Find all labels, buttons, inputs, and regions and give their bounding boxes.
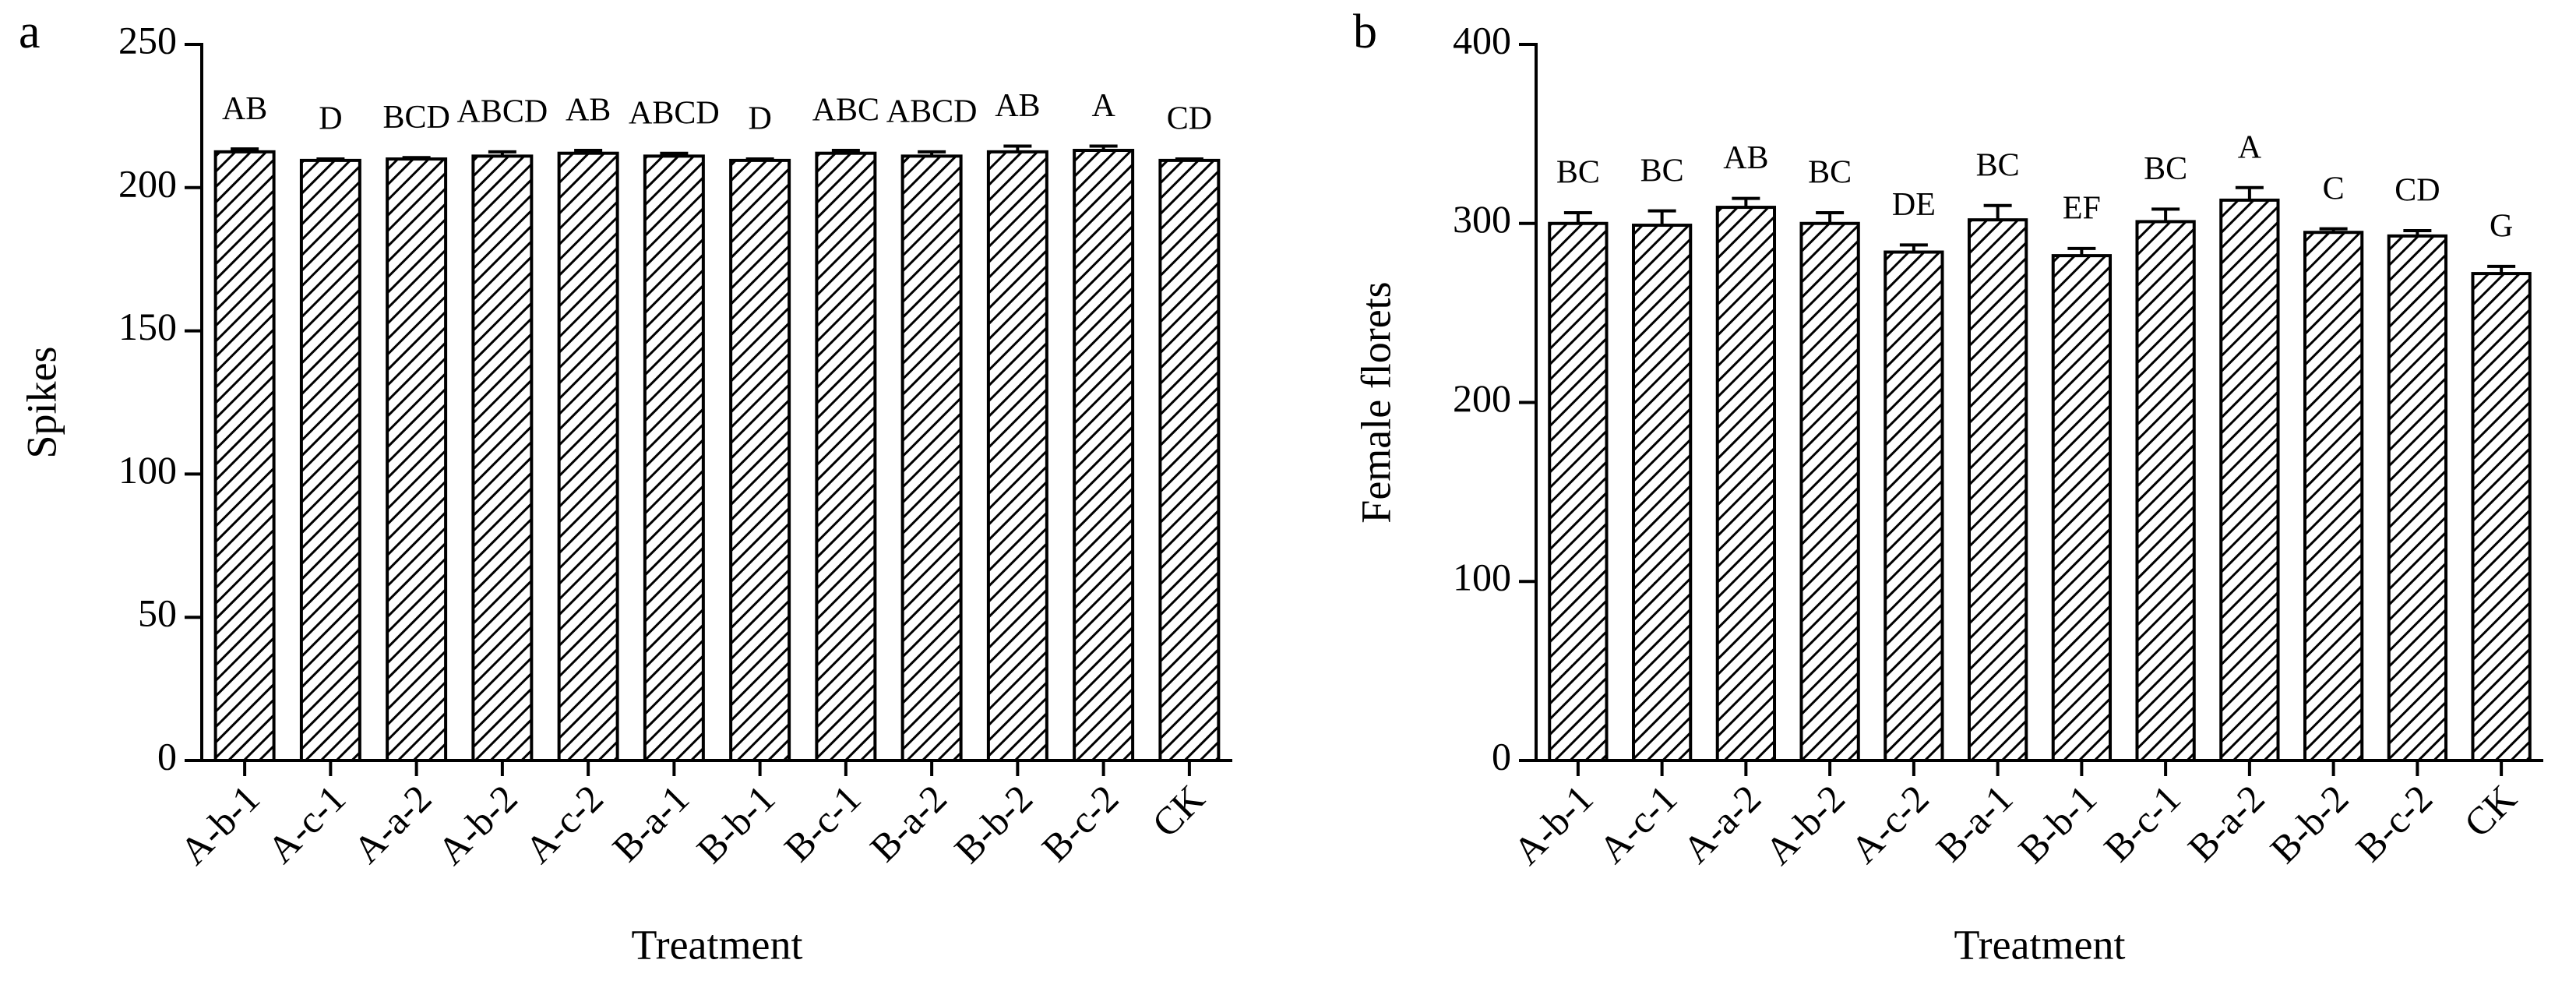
x-tick-label: A-a-2: [344, 776, 439, 871]
bar: [1073, 149, 1135, 762]
bar: [900, 154, 963, 762]
significance-label: D: [748, 101, 771, 137]
x-tick-label: B-c-2: [2347, 776, 2440, 870]
bar: [1548, 221, 1609, 762]
x-tick-label: B-b-1: [688, 776, 783, 871]
bar: [1715, 206, 1777, 762]
x-tick-label: A-b-1: [1505, 776, 1602, 873]
significance-label: BC: [1640, 153, 1684, 189]
y-tick-label: 50: [138, 591, 177, 635]
y-axis-title: Female florets: [1352, 281, 1399, 523]
significance-label: ABCD: [629, 95, 720, 131]
significance-label: AB: [995, 88, 1040, 124]
panel-label: b: [1353, 5, 1377, 58]
y-tick-label: 200: [1453, 376, 1511, 420]
bar: [386, 157, 448, 763]
significance-label: AB: [1723, 140, 1768, 176]
x-tick-label: A-c-1: [259, 776, 354, 871]
bar: [986, 150, 1048, 763]
x-tick-label: B-b-1: [2010, 776, 2105, 871]
x-tick-label: CK: [1144, 776, 1213, 845]
bar: [2135, 220, 2196, 762]
x-tick-label: B-a-2: [2180, 776, 2273, 870]
bar: [815, 151, 877, 763]
x-tick-label: B-a-1: [1927, 776, 2021, 870]
x-tick-label: A-c-1: [1590, 776, 1685, 871]
x-tick-label: B-b-2: [946, 776, 1041, 871]
y-tick-label: 200: [118, 161, 177, 205]
bar: [2219, 198, 2280, 762]
bar: [2051, 254, 2113, 763]
panel-label: a: [19, 5, 41, 58]
x-tick-label: A-a-2: [1674, 776, 1769, 871]
significance-label: BCD: [382, 100, 449, 136]
y-tick-label: 150: [118, 305, 177, 348]
x-tick-label: B-c-1: [776, 776, 869, 870]
significance-label: D: [319, 101, 342, 137]
significance-label: G: [2490, 209, 2513, 245]
x-tick-label: A-b-2: [429, 776, 526, 873]
x-tick-label: A-b-1: [171, 776, 268, 873]
significance-label: C: [2323, 171, 2345, 206]
bar: [471, 154, 534, 762]
bar: [557, 151, 619, 763]
x-tick-label: A-b-2: [1757, 776, 1853, 873]
x-tick-label: CK: [2455, 776, 2525, 845]
bar: [1967, 218, 2028, 762]
significance-label: A: [1091, 88, 1115, 124]
bar: [299, 158, 361, 763]
bar: [643, 154, 705, 762]
bar: [2387, 234, 2448, 762]
bar: [2471, 272, 2532, 762]
y-tick-label: 100: [118, 448, 177, 492]
significance-label: ABCD: [886, 94, 978, 129]
significance-label: ABC: [812, 93, 879, 129]
significance-label: ABCD: [457, 94, 548, 129]
x-tick-label: B-a-2: [862, 776, 955, 870]
x-tick-label: A-c-2: [1842, 776, 1937, 871]
y-tick-label: 0: [1492, 734, 1511, 778]
bar: [729, 158, 791, 763]
bar: [213, 150, 276, 763]
significance-label: BC: [2144, 151, 2187, 187]
significance-label: DE: [1892, 187, 1936, 223]
bar: [1799, 221, 1860, 762]
x-tick-label: B-c-2: [1033, 776, 1126, 870]
x-axis-title: Treatment: [1954, 921, 2126, 968]
x-tick-label: B-a-1: [604, 776, 697, 870]
bar: [1884, 250, 1944, 762]
x-tick-label: B-b-2: [2261, 776, 2356, 871]
x-axis-title: Treatment: [632, 921, 803, 968]
significance-label: A: [2238, 129, 2262, 165]
significance-label: AB: [222, 91, 267, 127]
significance-label: BC: [1808, 155, 1852, 191]
bar: [2303, 231, 2364, 762]
y-tick-label: 0: [157, 734, 177, 778]
bar: [1158, 158, 1221, 763]
y-axis-title: Spikes: [18, 346, 65, 458]
significance-label: EF: [2063, 191, 2101, 227]
y-tick-label: 300: [1453, 197, 1511, 241]
x-tick-label: B-c-1: [2095, 776, 2189, 870]
significance-label: CD: [2395, 173, 2440, 209]
significance-label: BC: [1976, 147, 2020, 183]
significance-label: AB: [566, 93, 611, 129]
y-tick-label: 100: [1453, 556, 1511, 599]
bar: [1631, 224, 1693, 762]
x-tick-label: A-c-2: [516, 776, 611, 871]
y-tick-label: 400: [1453, 18, 1511, 62]
significance-label: CD: [1167, 101, 1212, 137]
y-tick-label: 250: [118, 18, 177, 62]
significance-label: BC: [1556, 155, 1600, 191]
